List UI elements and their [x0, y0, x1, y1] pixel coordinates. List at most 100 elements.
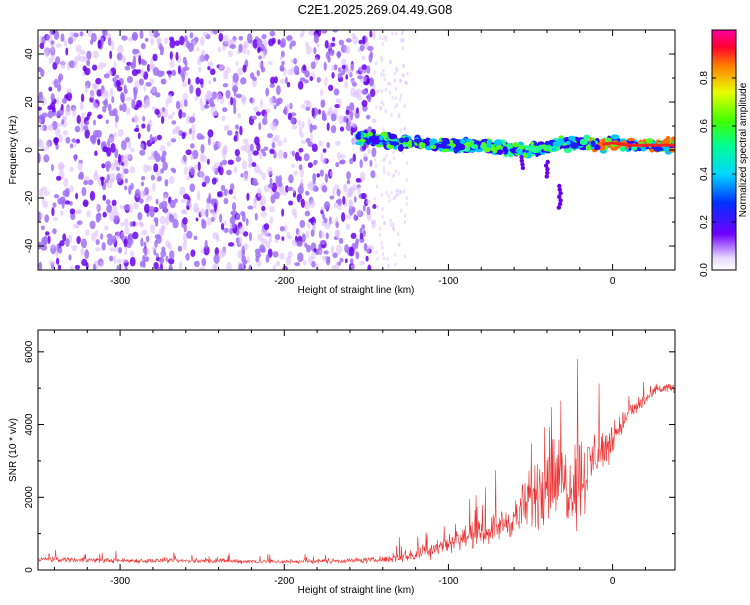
noise-point [266, 166, 273, 176]
noise-point [352, 35, 359, 45]
noise-point [327, 55, 331, 63]
signal-point [502, 146, 508, 153]
noise-point [357, 185, 361, 194]
noise-point [367, 45, 374, 52]
noise-point [218, 32, 224, 42]
noise-point [83, 180, 89, 186]
noise-point [48, 86, 53, 92]
signal-point [430, 145, 437, 150]
noise-point [217, 166, 221, 173]
noise-point [116, 52, 123, 61]
noise-point [243, 243, 249, 251]
noise-point [210, 198, 217, 203]
noise-point [260, 66, 266, 73]
noise-point [319, 169, 324, 177]
noise-point [375, 105, 378, 110]
noise-point [270, 121, 277, 131]
noise-point [325, 232, 329, 240]
noise-point [393, 252, 396, 257]
noise-point [290, 66, 294, 76]
noise-point [399, 78, 402, 83]
noise-point [341, 64, 346, 70]
signal-point [459, 138, 466, 145]
noise-point [149, 30, 155, 38]
noise-point [347, 187, 353, 197]
noise-point [96, 89, 103, 97]
noise-point [79, 101, 84, 111]
noise-point [362, 229, 366, 237]
noise-point [258, 169, 263, 176]
noise-point [333, 64, 338, 71]
signal-point [420, 142, 426, 148]
noise-point [135, 49, 140, 54]
noise-point [200, 171, 205, 178]
noise-point [363, 75, 367, 83]
noise-point [345, 38, 352, 43]
noise-point [242, 231, 249, 237]
x-tick-label: 0 [610, 276, 616, 287]
signal-point [404, 136, 410, 143]
noise-point [292, 188, 296, 194]
noise-point [193, 202, 199, 213]
y-tick-label: -40 [24, 238, 35, 253]
noise-point [113, 132, 117, 138]
noise-point [294, 262, 301, 267]
noise-point [341, 212, 346, 222]
noise-point [56, 97, 60, 106]
noise-point [235, 213, 241, 221]
noise-point [109, 255, 114, 262]
noise-point [322, 148, 327, 153]
x-tick-label: 0 [610, 576, 616, 587]
noise-point [182, 154, 187, 162]
signal-point [522, 152, 528, 158]
noise-point [251, 162, 257, 167]
noise-point [333, 88, 340, 96]
signal-point [585, 144, 591, 151]
noise-point [40, 225, 45, 231]
noise-point [380, 58, 384, 63]
noise-point [75, 138, 81, 144]
noise-point [157, 38, 161, 49]
noise-point [359, 171, 366, 182]
noise-point [53, 78, 59, 89]
noise-point [96, 202, 100, 211]
noise-point [380, 89, 384, 94]
noise-point [43, 46, 50, 56]
noise-point [109, 50, 113, 60]
snr-plot-area [38, 358, 675, 565]
noise-point [297, 80, 304, 90]
signal-point [371, 135, 378, 139]
noise-point [380, 55, 383, 60]
noise-point [228, 189, 233, 195]
x-tick-label: -200 [274, 276, 294, 287]
noise-point [110, 162, 116, 172]
noise-point [338, 160, 345, 165]
noise-point [242, 259, 248, 265]
noise-point [129, 166, 136, 174]
noise-point [338, 67, 342, 73]
y-tick-label: 4000 [24, 413, 35, 436]
noise-point [268, 96, 275, 104]
noise-point [223, 197, 229, 205]
noise-point [234, 149, 240, 157]
noise-point [241, 160, 248, 170]
noise-point [43, 154, 50, 163]
signal-point [443, 141, 451, 145]
noise-point [237, 249, 243, 259]
noise-point [255, 111, 262, 116]
noise-point [316, 173, 320, 178]
noise-point [156, 134, 163, 141]
noise-point [140, 68, 145, 77]
noise-point [204, 239, 208, 250]
noise-point [223, 227, 229, 233]
noise-point [206, 217, 212, 226]
noise-point [209, 68, 216, 76]
noise-point [349, 102, 355, 111]
noise-point [219, 95, 225, 105]
noise-point [304, 242, 308, 248]
noise-point [231, 202, 237, 212]
noise-point [136, 99, 143, 108]
noise-point [174, 40, 181, 46]
noise-point [130, 182, 134, 190]
signal-point [570, 142, 579, 149]
